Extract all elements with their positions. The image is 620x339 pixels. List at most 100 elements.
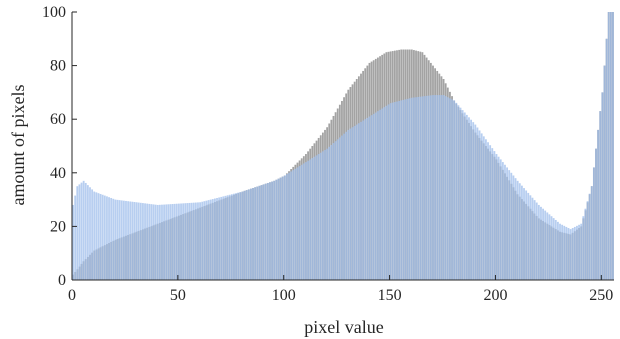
histogram-bar	[326, 148, 329, 280]
histogram-bar	[131, 201, 134, 280]
histogram-bar	[451, 99, 453, 281]
histogram-bar	[273, 180, 276, 280]
histogram-bar	[529, 195, 532, 280]
histogram-bar	[101, 194, 104, 280]
histogram-bar	[245, 190, 248, 280]
histogram-bar	[294, 168, 297, 280]
histogram-bar	[561, 224, 564, 280]
histogram-bar	[84, 182, 87, 280]
histogram-bar	[487, 142, 489, 280]
histogram-bar	[374, 112, 377, 280]
histogram-bar	[362, 120, 365, 280]
histogram-bar	[269, 182, 271, 280]
x-tick-label: 250	[589, 287, 613, 304]
histogram-bar	[82, 180, 85, 280]
histogram-bar	[497, 156, 500, 280]
histogram-bar	[603, 65, 606, 280]
histogram-bar	[175, 203, 178, 280]
histogram-bar	[188, 202, 191, 280]
histogram-bar	[468, 117, 470, 280]
histogram-bar	[148, 203, 151, 280]
histogram-bar	[377, 111, 379, 280]
histogram-bar	[99, 193, 102, 280]
histogram-bar	[283, 175, 286, 280]
histogram-bar	[351, 127, 354, 281]
x-tick-label: 200	[483, 287, 507, 304]
histogram-bar	[396, 101, 398, 280]
histogram-bar	[224, 195, 227, 280]
histogram-bar	[499, 159, 502, 280]
histogram-bar	[580, 223, 583, 280]
histogram-bar	[122, 200, 125, 280]
histogram-bar	[334, 141, 337, 280]
histogram-bar	[152, 204, 155, 280]
histogram-bar	[508, 170, 511, 280]
histogram-bar	[387, 104, 390, 281]
histogram-bar	[275, 179, 278, 280]
x-tick-label: 0	[68, 287, 76, 304]
histogram-bar	[345, 131, 348, 280]
histogram-bar	[423, 96, 426, 281]
histogram-bar	[474, 124, 477, 280]
histogram-bar	[144, 203, 146, 280]
histogram-bar	[262, 184, 265, 280]
histogram-bar	[116, 199, 119, 280]
histogram-bar	[182, 203, 185, 280]
histogram-bar	[609, 12, 612, 280]
histogram-bar	[493, 151, 496, 280]
histogram-bar	[226, 195, 229, 280]
histogram-bar	[129, 201, 132, 280]
histogram-bar	[205, 200, 208, 280]
histogram-bar	[161, 204, 163, 280]
histogram-bar	[347, 129, 350, 280]
x-tick-label: 150	[378, 287, 402, 304]
histogram-bar	[220, 196, 223, 280]
histogram-bar	[258, 185, 261, 280]
histogram-bar	[93, 191, 96, 280]
histogram-bar	[444, 96, 447, 281]
histogram-bar	[569, 229, 572, 280]
histogram-bar	[190, 202, 193, 280]
histogram-bar	[260, 185, 263, 280]
histogram-bar	[319, 152, 322, 280]
histogram-bar	[211, 199, 214, 280]
histogram-bar	[432, 95, 434, 280]
histogram-bar	[554, 219, 557, 280]
histogram-bar	[440, 95, 443, 280]
histogram-bar	[241, 191, 244, 280]
histogram-bar	[353, 125, 356, 281]
histogram-bar	[419, 96, 422, 280]
y-tick-label: 100	[42, 4, 66, 21]
histogram-bar	[184, 203, 187, 280]
histogram-bar	[252, 187, 254, 280]
histogram-bar	[592, 167, 595, 280]
histogram-bar	[296, 167, 299, 280]
histogram-bar	[180, 203, 182, 280]
histogram-bar	[239, 192, 242, 280]
histogram-bar	[459, 107, 462, 281]
histogram-bar	[364, 119, 367, 280]
histogram-bar	[309, 159, 312, 280]
histogram-bar	[527, 192, 530, 280]
histogram-bar	[197, 202, 199, 280]
histogram-bar	[360, 121, 362, 280]
histogram-bar	[305, 162, 307, 280]
histogram-bar	[455, 102, 458, 280]
histogram-bar	[548, 214, 551, 280]
histogram-bar	[383, 107, 386, 280]
histogram-bar	[146, 203, 149, 280]
histogram-bar	[80, 182, 83, 280]
histogram-bar	[567, 228, 570, 280]
histogram-bar	[461, 110, 464, 280]
histogram-bar	[178, 203, 180, 280]
tick-labels: 0 50 100 150 200 250 0 20 40 60 80 100	[42, 4, 613, 304]
histogram-bar	[216, 197, 218, 280]
histogram-bar	[78, 184, 81, 280]
histogram-bar	[425, 95, 428, 280]
histogram-bar	[506, 167, 508, 280]
histogram-bar	[421, 96, 424, 280]
histogram-bar	[108, 197, 110, 280]
histogram-bar	[410, 97, 413, 280]
histogram-bar	[154, 204, 157, 280]
